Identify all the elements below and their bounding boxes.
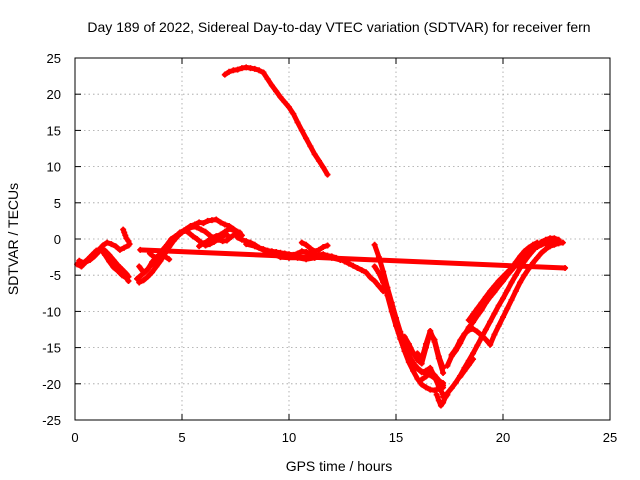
series-isolated xyxy=(137,246,569,271)
data-trace xyxy=(380,276,446,393)
y-tick-label: -15 xyxy=(42,341,61,356)
data-trace xyxy=(299,240,330,254)
series-arc-descending xyxy=(260,69,331,178)
series-arc-early-d xyxy=(97,244,132,280)
data-trace xyxy=(76,246,131,284)
data-trace xyxy=(222,64,266,78)
data-trace xyxy=(414,328,446,376)
x-tick-label: 25 xyxy=(603,430,617,445)
series-arc-d xyxy=(136,251,173,276)
series-arc-recover-4 xyxy=(465,239,541,324)
y-tick-label: 5 xyxy=(54,196,61,211)
x-axis-title: GPS time / hours xyxy=(286,458,393,474)
y-tick-label: 0 xyxy=(54,232,61,247)
data-trace xyxy=(449,240,566,358)
y-tick-label: 15 xyxy=(47,123,61,138)
x-tick-label: 5 xyxy=(178,430,185,445)
chart-title: Day 189 of 2022, Sidereal Day-to-day VTE… xyxy=(87,19,590,35)
y-tick-label: -5 xyxy=(49,268,61,283)
y-tick-label: 10 xyxy=(47,160,61,175)
y-axis-title: SDTVAR / TECUs xyxy=(5,183,21,295)
data-trace xyxy=(98,245,131,280)
data-trace xyxy=(137,247,568,271)
series-arc-bump-2 xyxy=(414,327,447,376)
series-arc-recover-3 xyxy=(448,239,566,358)
data-trace xyxy=(457,356,476,380)
x-tick-label: 0 xyxy=(71,430,78,445)
data-trace xyxy=(419,370,446,390)
series-arc-mid-c xyxy=(298,239,331,255)
grid xyxy=(75,58,610,420)
x-tick-label: 15 xyxy=(389,430,403,445)
y-tick-label: 20 xyxy=(47,87,61,102)
y-tick-label: -10 xyxy=(42,304,61,319)
tick-marks xyxy=(74,57,611,421)
data-trace xyxy=(136,251,172,275)
tick-labels: 0 5 10 15 20 25 25 20 15 10 5 0 -5 -10 -15 -20 -25 xyxy=(42,51,617,445)
data-trace xyxy=(136,217,241,285)
data-trace xyxy=(466,240,540,323)
y-tick-label: -20 xyxy=(42,377,61,392)
data-layer xyxy=(74,64,569,409)
series-arc-trough-3 xyxy=(380,275,447,394)
y-tick-label: -25 xyxy=(42,413,61,428)
plot-frame xyxy=(74,57,611,421)
series-arc-bump-3 xyxy=(418,369,447,391)
series-arc-recover-5 xyxy=(457,356,477,380)
data-trace xyxy=(120,227,133,247)
x-tick-label: 10 xyxy=(282,430,296,445)
data-trace xyxy=(196,226,245,249)
series-arc-early-c xyxy=(120,226,133,248)
y-tick-label: 25 xyxy=(47,51,61,66)
data-trace xyxy=(260,70,330,178)
series-arc-rising xyxy=(221,64,267,78)
x-tick-label: 20 xyxy=(496,430,510,445)
